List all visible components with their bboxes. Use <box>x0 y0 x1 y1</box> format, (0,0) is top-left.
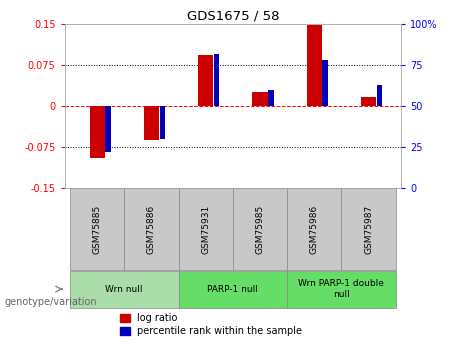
Bar <box>70 270 178 307</box>
Bar <box>307 25 322 106</box>
Text: GSM75987: GSM75987 <box>364 204 373 254</box>
Bar <box>124 188 178 270</box>
Bar <box>322 60 328 106</box>
Bar <box>178 270 287 307</box>
Bar <box>268 90 273 106</box>
Bar <box>361 97 376 106</box>
Bar <box>105 106 111 152</box>
Bar <box>377 85 382 106</box>
Text: GSM75931: GSM75931 <box>201 204 210 254</box>
Text: GSM75985: GSM75985 <box>255 204 265 254</box>
Bar <box>287 188 341 270</box>
Bar <box>287 270 396 307</box>
Bar <box>178 188 233 270</box>
Bar <box>214 53 219 106</box>
Bar <box>160 106 165 139</box>
Text: Wrn PARP-1 double
null: Wrn PARP-1 double null <box>298 279 384 299</box>
Title: GDS1675 / 58: GDS1675 / 58 <box>187 10 279 23</box>
Text: PARP-1 null: PARP-1 null <box>207 285 258 294</box>
Legend: log ratio, percentile rank within the sample: log ratio, percentile rank within the sa… <box>120 314 302 336</box>
Text: GSM75885: GSM75885 <box>93 204 101 254</box>
Bar <box>70 188 124 270</box>
Text: GSM75986: GSM75986 <box>310 204 319 254</box>
Bar <box>144 106 159 140</box>
Bar <box>341 188 396 270</box>
Bar <box>198 55 213 106</box>
Bar <box>89 106 105 158</box>
Text: genotype/variation: genotype/variation <box>5 297 97 307</box>
Text: Wrn null: Wrn null <box>106 285 143 294</box>
Bar <box>233 188 287 270</box>
Bar <box>252 92 267 106</box>
Text: GSM75886: GSM75886 <box>147 204 156 254</box>
